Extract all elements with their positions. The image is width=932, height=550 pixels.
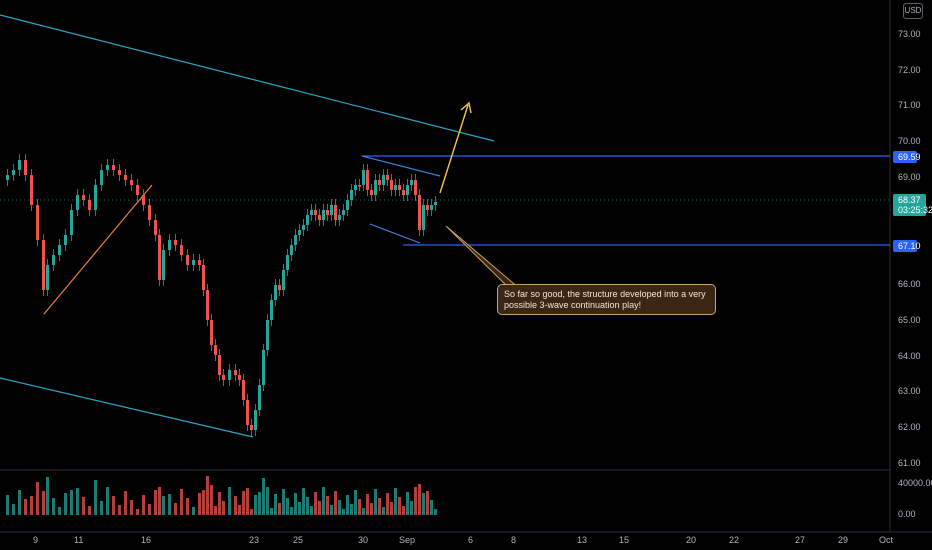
time-tick: 11 [74, 535, 83, 545]
time-tick: 9 [33, 535, 38, 545]
time-tick: 27 [795, 535, 805, 545]
time-tick: 8 [511, 535, 516, 545]
price-tick: 66.00 [898, 279, 921, 289]
current-price-value: 68.37 [898, 195, 921, 205]
bar-countdown: 03:25:32 [898, 205, 932, 215]
upper-level-badge: 69.59 [893, 151, 921, 163]
lower-level-value: 67.10 [898, 241, 921, 251]
upper-level-value: 69.59 [898, 152, 921, 162]
volume-tick: 0.00 [898, 509, 916, 519]
time-tick: 15 [619, 535, 629, 545]
currency-label[interactable]: USD [903, 3, 923, 19]
price-tick: 70.00 [898, 136, 921, 146]
volume-histogram [6, 476, 437, 515]
channel-upper-line[interactable] [0, 14, 495, 142]
time-tick: 6 [468, 535, 473, 545]
price-tick: 71.00 [898, 100, 921, 110]
time-tick: Oct [879, 535, 894, 545]
annotation-callout[interactable]: So far so good, the structure developed … [497, 284, 716, 315]
wedge-lower-line[interactable] [369, 223, 421, 244]
time-tick: 25 [293, 535, 303, 545]
time-tick: 13 [577, 535, 587, 545]
price-tick: 63.00 [898, 386, 921, 396]
time-tick: 16 [141, 535, 151, 545]
time-tick: Sep [399, 535, 415, 545]
time-tick: 29 [838, 535, 848, 545]
price-tick: 65.00 [898, 315, 921, 325]
volume-tick: 40000.00 [898, 478, 932, 488]
price-tick: 72.00 [898, 65, 921, 75]
arrow-head-icon [460, 101, 472, 114]
orange-trendline[interactable] [43, 184, 153, 315]
price-tick: 69.00 [898, 172, 921, 182]
wedge-upper-line[interactable] [361, 155, 441, 177]
lower-level-badge: 67.10 [893, 240, 921, 252]
time-axis[interactable]: 9 11 16 23 25 30 Sep 6 8 13 15 20 22 27 … [33, 535, 894, 545]
price-axis[interactable]: 73.00 72.00 71.00 70.00 69.00 66.00 65.0… [898, 29, 921, 468]
channel-lower-line[interactable] [0, 377, 254, 438]
current-price-badge: 68.37 03:25:32 [893, 194, 932, 216]
time-tick: 22 [729, 535, 739, 545]
price-tick: 62.00 [898, 422, 921, 432]
time-tick: 20 [686, 535, 696, 545]
time-tick: 23 [249, 535, 259, 545]
price-tick: 73.00 [898, 29, 921, 39]
price-candles [6, 154, 437, 436]
price-tick: 64.00 [898, 351, 921, 361]
price-tick: 61.00 [898, 458, 921, 468]
projection-arrow[interactable] [439, 101, 472, 194]
time-tick: 30 [358, 535, 368, 545]
